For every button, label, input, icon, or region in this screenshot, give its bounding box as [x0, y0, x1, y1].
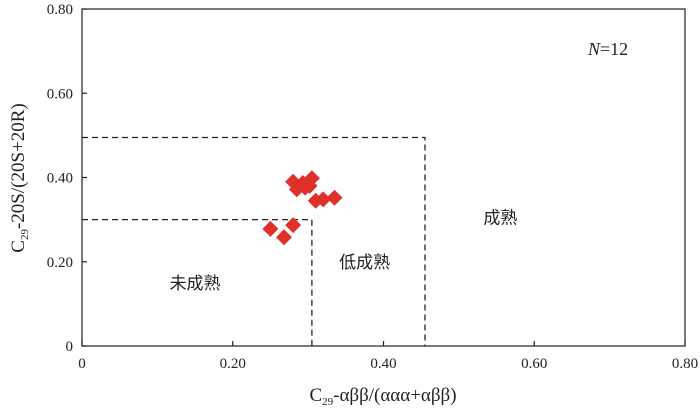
- axis-ticks: 0 0.20 0.40 0.60 0.80 0 0.20 0.40 0.60 0.80: [47, 2, 698, 372]
- data-point: [262, 220, 279, 237]
- x-tick-label: 0: [78, 356, 86, 372]
- x-tick-label: 0.80: [672, 356, 698, 372]
- y-tick-label: 0.20: [47, 255, 73, 271]
- data-points: [262, 170, 343, 246]
- x-axis-title: C29-αββ/(ααα+αββ): [309, 385, 456, 408]
- region-label: 低成熟: [339, 252, 390, 273]
- data-point: [303, 170, 320, 187]
- region-boundary: [82, 218, 313, 346]
- y-tick-label: 0: [66, 339, 74, 355]
- region-boundary: [82, 136, 426, 346]
- plot-frame: [81, 8, 686, 347]
- data-point: [326, 189, 343, 206]
- x-tick-label: 0.40: [370, 356, 396, 372]
- region-label: 成熟: [483, 208, 517, 229]
- x-tick-label: 0.20: [220, 356, 246, 372]
- region-label: 未成熟: [170, 273, 221, 294]
- data-point: [315, 191, 332, 208]
- y-tick-label: 0.40: [47, 171, 73, 187]
- y-tick-label: 0.80: [47, 2, 73, 18]
- region-labels: 未成熟 低成熟 成熟: [170, 208, 518, 294]
- data-point: [285, 217, 302, 234]
- y-axis-title: C29-20S/(20S+20R): [8, 103, 31, 252]
- data-point: [276, 229, 292, 246]
- region-boundaries: [82, 136, 426, 346]
- y-tick-label: 0.60: [47, 86, 73, 102]
- sample-count: N=12: [587, 39, 628, 59]
- x-tick-label: 0.60: [521, 356, 547, 372]
